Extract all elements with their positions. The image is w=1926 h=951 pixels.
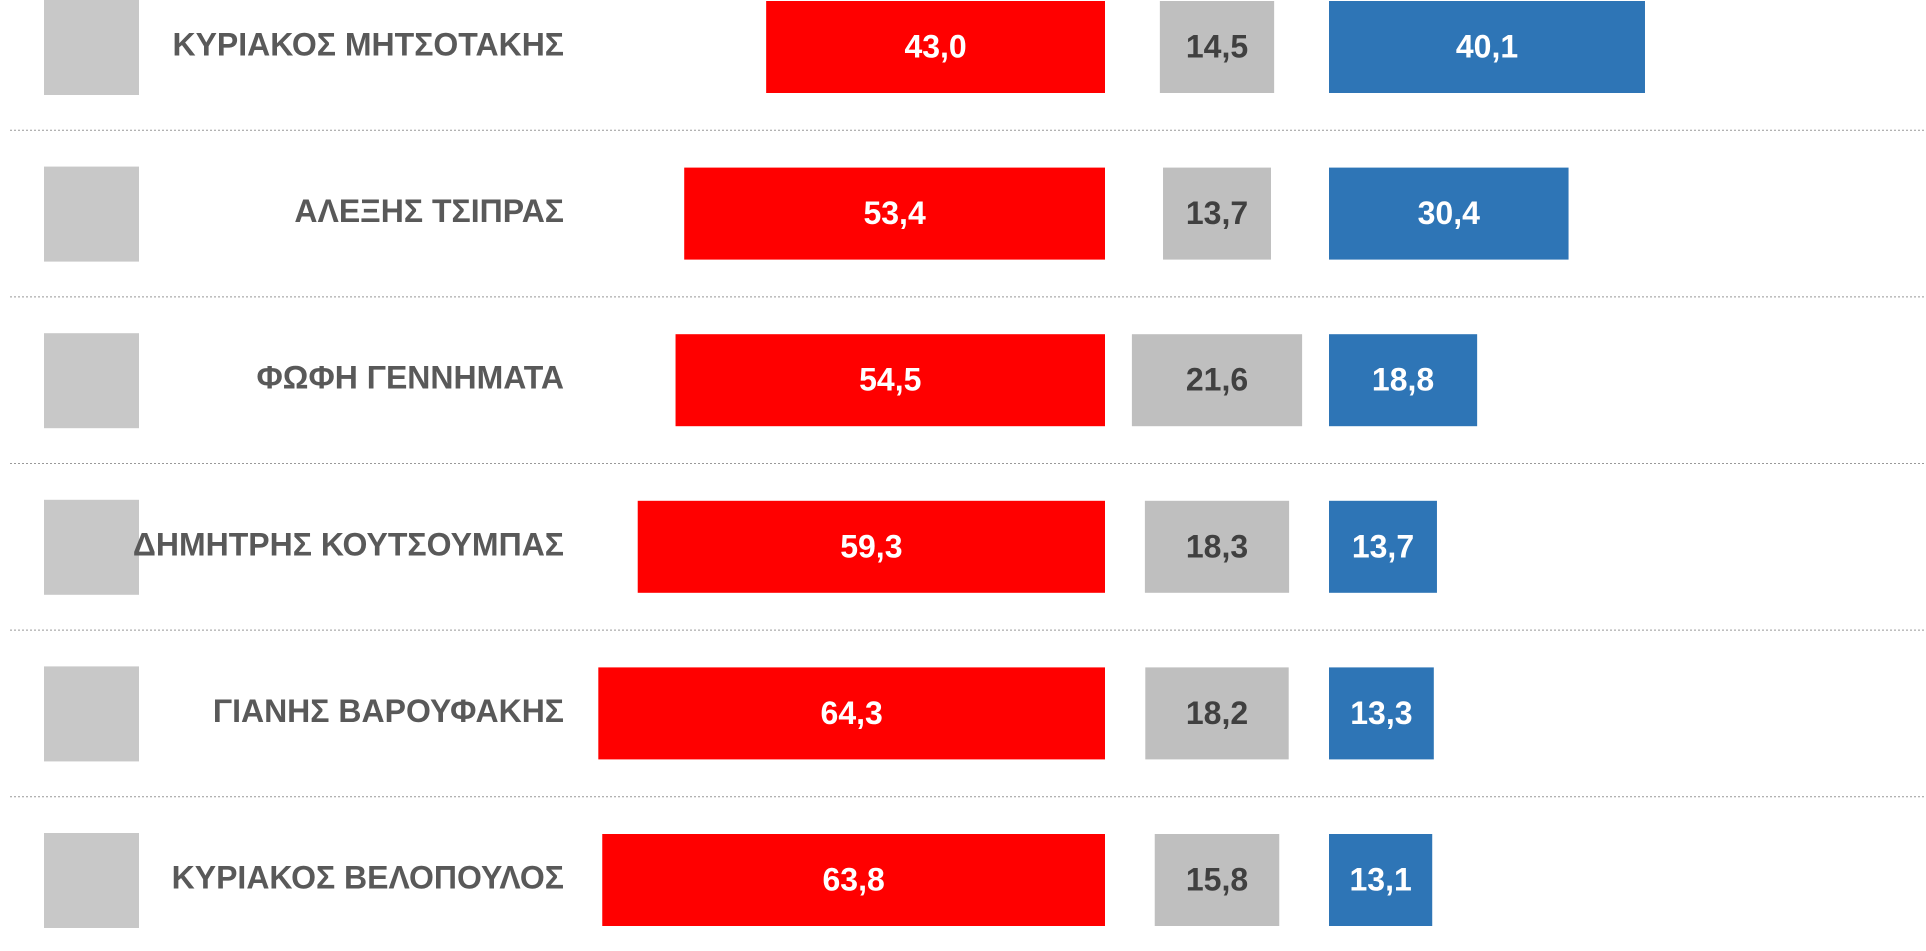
value-label: 15,8 xyxy=(1186,861,1248,897)
photo xyxy=(44,499,139,595)
bar xyxy=(637,500,1105,593)
value-label: 63,8 xyxy=(822,861,884,897)
bar xyxy=(1329,334,1478,427)
bar xyxy=(684,167,1105,260)
value-label: 18,2 xyxy=(1186,695,1248,731)
value-label: 13,1 xyxy=(1349,861,1411,897)
photo xyxy=(44,833,139,928)
bar xyxy=(1329,667,1434,760)
value-label: 40,1 xyxy=(1456,28,1518,64)
value-label: 53,4 xyxy=(863,195,925,231)
bar xyxy=(1144,500,1290,593)
bar xyxy=(1145,667,1289,760)
value-label: 43,0 xyxy=(904,28,966,64)
bar xyxy=(766,1,1105,93)
value-label: 13,7 xyxy=(1186,195,1248,231)
bar xyxy=(1329,500,1437,593)
candidate-name: ΑΛΕΞΗΣ ΤΣΙΠΡΑΣ xyxy=(294,193,564,229)
value-label: 18,8 xyxy=(1372,362,1434,398)
value-label: 14,5 xyxy=(1186,28,1248,64)
candidate-name: ΓΙΑΝΗΣ ΒΑΡΟΥΦΑΚΗΣ xyxy=(213,693,564,729)
photo xyxy=(44,0,139,95)
candidate-name: ΔΗΜΗΤΡΗΣ ΚΟΥΤΣΟΥΜΠΑΣ xyxy=(133,526,564,562)
bar xyxy=(598,667,1105,760)
value-label: 13,7 xyxy=(1352,528,1414,564)
bar xyxy=(1329,834,1433,926)
bar xyxy=(1329,1,1645,93)
bar xyxy=(602,834,1105,926)
value-label: 59,3 xyxy=(840,528,902,564)
value-label: 54,5 xyxy=(859,362,921,398)
value-label: 30,4 xyxy=(1418,195,1480,231)
photo xyxy=(44,333,139,429)
value-label: 21,6 xyxy=(1186,362,1248,398)
photo xyxy=(44,666,139,762)
photo xyxy=(44,166,139,262)
value-label: 64,3 xyxy=(821,695,883,731)
value-label: 18,3 xyxy=(1186,528,1248,564)
bar xyxy=(1163,167,1271,260)
candidate-name: ΚΥΡΙΑΚΟΣ ΜΗΤΣΟΤΑΚΗΣ xyxy=(172,26,564,62)
candidate-name: ΚΥΡΙΑΚΟΣ ΒΕΛΟΠΟΥΛΟΣ xyxy=(172,859,564,895)
bar xyxy=(1329,167,1569,260)
bar xyxy=(1159,1,1275,93)
bar xyxy=(1131,334,1303,427)
bar xyxy=(1154,834,1280,926)
value-label: 13,3 xyxy=(1350,695,1412,731)
bar xyxy=(675,334,1105,427)
candidate-name: ΦΩΦΗ ΓΕΝΝΗΜΑΤΑ xyxy=(257,360,564,396)
